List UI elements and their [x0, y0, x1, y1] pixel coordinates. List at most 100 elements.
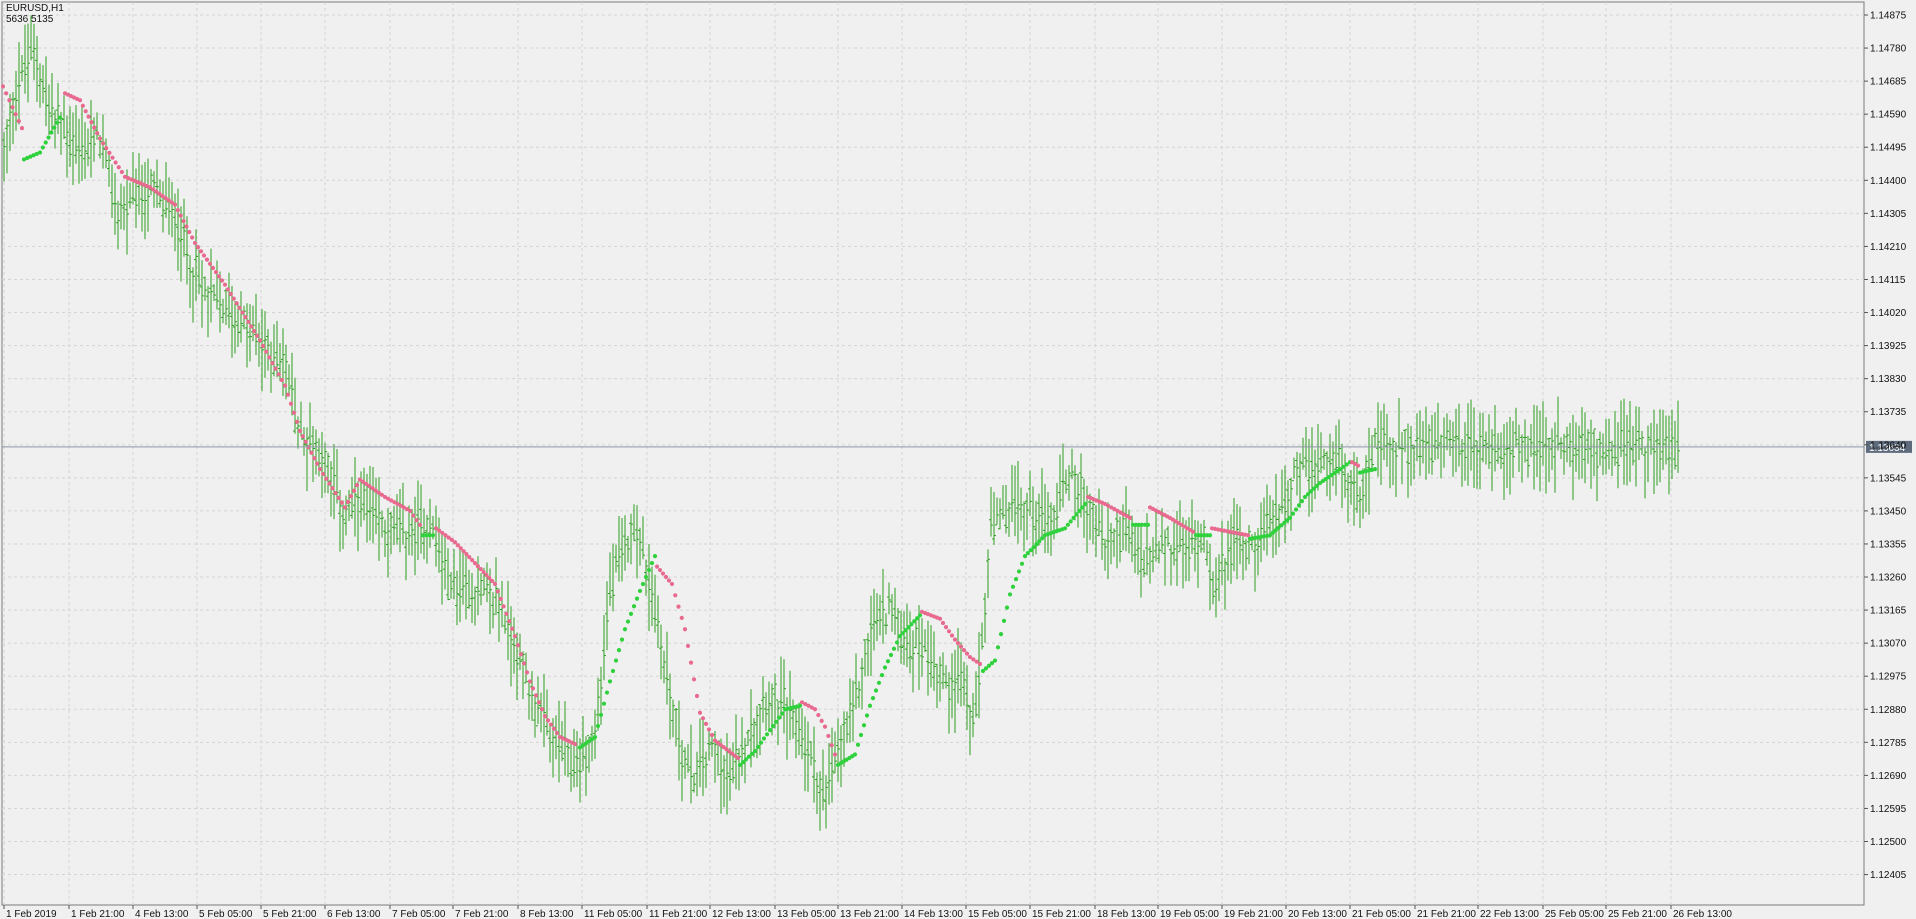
y-tick-label: 1.14210 — [1870, 242, 1907, 253]
indicator-dot — [733, 753, 738, 758]
indicator-dot — [357, 477, 363, 482]
indicator-dot — [216, 274, 222, 279]
indicator-dot — [1001, 618, 1007, 623]
indicator-dot — [660, 571, 666, 576]
indicator-dot — [685, 643, 691, 649]
indicator-dot — [225, 287, 231, 292]
indicator-dot — [154, 189, 159, 194]
indicator-dot — [718, 742, 723, 748]
indicator-dot — [492, 581, 498, 587]
indicator-dot — [157, 191, 162, 196]
indicator-dot — [370, 486, 375, 491]
indicator-dot — [55, 120, 60, 125]
indicator-dot — [472, 561, 478, 566]
y-tick-label: 1.14685 — [1870, 77, 1907, 88]
indicator-dot — [407, 508, 413, 513]
indicator-dot — [348, 494, 354, 499]
x-tick-label: 1 Feb 2019 — [6, 909, 57, 919]
indicator-dot — [237, 305, 242, 310]
indicator-dot — [640, 581, 646, 587]
indicator-dot — [252, 329, 257, 334]
indicator-dot — [1311, 486, 1317, 491]
indicator-dot — [770, 723, 776, 729]
indicator-dot — [746, 754, 752, 759]
x-tick-label: 22 Feb 13:00 — [1480, 909, 1539, 919]
indicator-dot — [1282, 520, 1287, 525]
indicator-dot — [336, 495, 341, 500]
indicator-dot — [1130, 522, 1136, 527]
indicator-dot — [980, 668, 986, 674]
indicator-dot — [490, 578, 495, 584]
indicator-dot — [282, 383, 288, 388]
indicator-dot — [622, 627, 628, 632]
indicator-dot — [467, 555, 472, 560]
x-tick-label: 11 Feb 21:00 — [649, 909, 708, 919]
indicator-dot — [737, 762, 743, 768]
x-tick-label: 18 Feb 13:00 — [1097, 909, 1156, 919]
indicator-dot — [607, 679, 613, 684]
indicator-dot — [487, 575, 492, 581]
indicator-dot — [992, 658, 998, 663]
indicator-dot — [1004, 605, 1010, 610]
indicator-dot — [481, 569, 486, 575]
indicator-dot — [885, 659, 891, 664]
indicator-dot — [361, 479, 366, 484]
indicator-dot — [1287, 515, 1293, 520]
indicator-dot — [536, 700, 542, 705]
indicator-dot — [83, 109, 88, 114]
current-price-line: 1.13634 — [2, 440, 1912, 454]
indicator-dot — [797, 703, 803, 708]
indicator-dot — [983, 666, 989, 671]
indicator-dot — [231, 296, 236, 301]
indicator-dot — [1112, 507, 1117, 512]
indicator-dot — [28, 154, 33, 159]
indicator-dot — [455, 543, 460, 548]
indicator-dot — [333, 490, 338, 496]
x-tick-label: 14 Feb 13:00 — [904, 909, 963, 919]
indicator-dot — [246, 319, 251, 324]
indicator-dot — [342, 505, 348, 510]
indicator-dot — [395, 501, 400, 507]
indicator-dot — [1124, 514, 1129, 519]
x-tick-label: 15 Feb 05:00 — [968, 909, 1027, 919]
indicator-dot — [803, 701, 808, 707]
indicator-dot — [551, 726, 557, 731]
indicator-dot — [113, 160, 118, 165]
indicator-dot — [261, 343, 266, 349]
indicator-dot — [539, 707, 545, 712]
indicator-dot — [449, 537, 454, 543]
indicator-dot — [273, 366, 278, 371]
indicator-dot — [598, 712, 604, 717]
indicator-dot — [420, 533, 426, 538]
indicator-dot — [1077, 508, 1082, 513]
indicator-dot — [657, 567, 663, 573]
indicator-dot — [1341, 464, 1346, 469]
indicator-dot — [31, 153, 36, 158]
indicator-dot — [583, 741, 589, 746]
indicator-dot — [207, 261, 213, 266]
x-tick-label: 19 Feb 21:00 — [1224, 909, 1283, 919]
indicator-dot — [339, 500, 344, 505]
x-tick-label: 19 Feb 05:00 — [1160, 909, 1219, 919]
indicator-dot — [673, 593, 678, 598]
indicator-dot — [861, 723, 867, 728]
indicator-dot — [586, 739, 592, 744]
y-tick-label: 1.13070 — [1870, 639, 1907, 650]
indicator-dot — [267, 355, 272, 360]
indicator-dot — [1344, 462, 1349, 467]
indicator-dot — [315, 461, 320, 466]
current-price-badge — [1866, 440, 1912, 453]
indicator-dot — [654, 564, 660, 569]
indicator-dot — [1355, 463, 1361, 468]
indicator-dot — [998, 631, 1004, 637]
indicator-dot — [706, 727, 712, 732]
y-tick-label: 1.13260 — [1870, 573, 1907, 584]
indicator-dot — [1080, 505, 1085, 510]
indicator-dot — [679, 615, 684, 621]
y-tick-label: 1.13165 — [1870, 606, 1907, 617]
indicator-dot — [279, 377, 284, 383]
indicator-dot — [440, 530, 445, 536]
indicator-dot — [1118, 510, 1123, 515]
indicator-dot — [595, 723, 601, 729]
